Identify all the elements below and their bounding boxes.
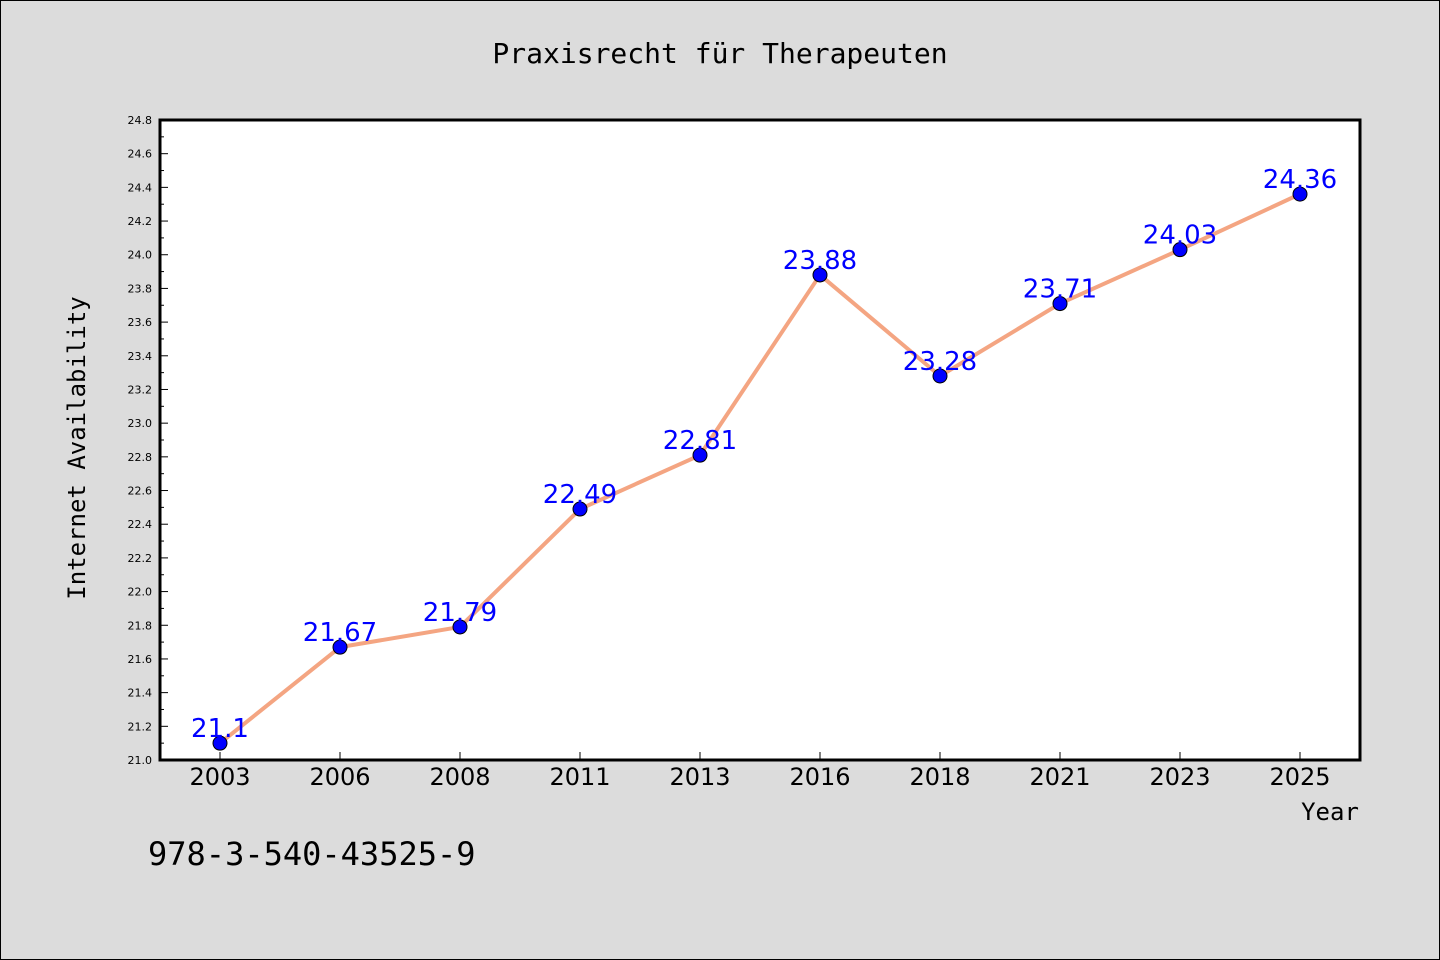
series-polyline: [218, 192, 1301, 745]
y-tick-label: 22.0: [128, 586, 153, 599]
data-point: [332, 639, 348, 655]
x-tick-label: 2008: [429, 763, 490, 791]
data-point: [212, 735, 228, 751]
y-tick-label: 24.4: [128, 181, 153, 194]
x-tick-label: 2006: [309, 763, 370, 791]
data-labels: 21.1 21.67 21.79 22.49 22.81 23.88 23.28 23.71 2…: [191, 165, 1337, 744]
data-point: [452, 619, 468, 635]
y-tick-label: 22.8: [128, 451, 153, 464]
y-tick-label: 24.0: [128, 249, 153, 262]
data-label: 21.67: [303, 618, 377, 648]
data-label: 22.81: [663, 426, 737, 456]
data-point: [932, 368, 948, 384]
y-tick-label: 21.6: [128, 653, 153, 666]
data-label: 23.88: [783, 246, 857, 276]
data-point: [1172, 242, 1188, 258]
isbn-text: 978-3-540-43525-9: [148, 835, 476, 873]
x-tick-label: 2023: [1149, 763, 1210, 791]
plot-area: [160, 120, 1360, 760]
y-tick-label: 22.2: [128, 552, 153, 565]
data-label: 22.49: [543, 480, 617, 510]
data-label: 23.71: [1023, 275, 1097, 305]
data-point: [1292, 186, 1308, 202]
x-tick-label: 2021: [1029, 763, 1090, 791]
x-tick-label: 2016: [789, 763, 850, 791]
data-label: 21.79: [423, 598, 497, 628]
y-tick-label: 23.6: [128, 316, 153, 329]
y-tick-label: 24.6: [128, 148, 153, 161]
y-tick-label: 22.6: [128, 485, 153, 498]
data-point: [812, 267, 828, 283]
y-tick-label: 21.2: [128, 720, 153, 733]
chart-title: Praxisrecht für Therapeuten: [492, 37, 947, 70]
x-tick-label: 2018: [909, 763, 970, 791]
y-tick-label: 23.4: [128, 350, 153, 363]
x-tick-label: 2025: [1269, 763, 1330, 791]
y-tick-label: 22.4: [128, 518, 153, 531]
y-tick-label: 23.0: [128, 417, 153, 430]
plot-frame: [158, 118, 1362, 762]
data-label: 24.03: [1143, 221, 1217, 251]
y-tick-label: 24.8: [128, 114, 153, 127]
x-axis-title: Year: [1301, 798, 1359, 826]
series-points: [212, 186, 1308, 751]
y-tick-label: 21.8: [128, 619, 153, 632]
y-axis-title: Internet Availability: [63, 296, 91, 599]
series-line: [218, 192, 1301, 745]
data-point: [692, 447, 708, 463]
y-tick-label: 21.4: [128, 687, 153, 700]
y-tick-label: 21.0: [128, 754, 153, 767]
x-tick-label: 2011: [549, 763, 610, 791]
x-tick-label: 2013: [669, 763, 730, 791]
y-tick-label: 24.2: [128, 215, 153, 228]
data-label: 24.36: [1263, 165, 1337, 195]
x-tick-label: 2003: [189, 763, 250, 791]
data-label: 21.1: [191, 714, 249, 744]
x-axis-ticks: 2003 2006 2008 2011 2013 2016 2018 2021 2023 2025: [189, 752, 1331, 791]
data-point: [572, 501, 588, 517]
data-point: [1052, 296, 1068, 312]
y-tick-label: 23.2: [128, 383, 153, 396]
y-tick-label: 23.8: [128, 282, 153, 295]
data-label: 23.28: [903, 347, 977, 377]
